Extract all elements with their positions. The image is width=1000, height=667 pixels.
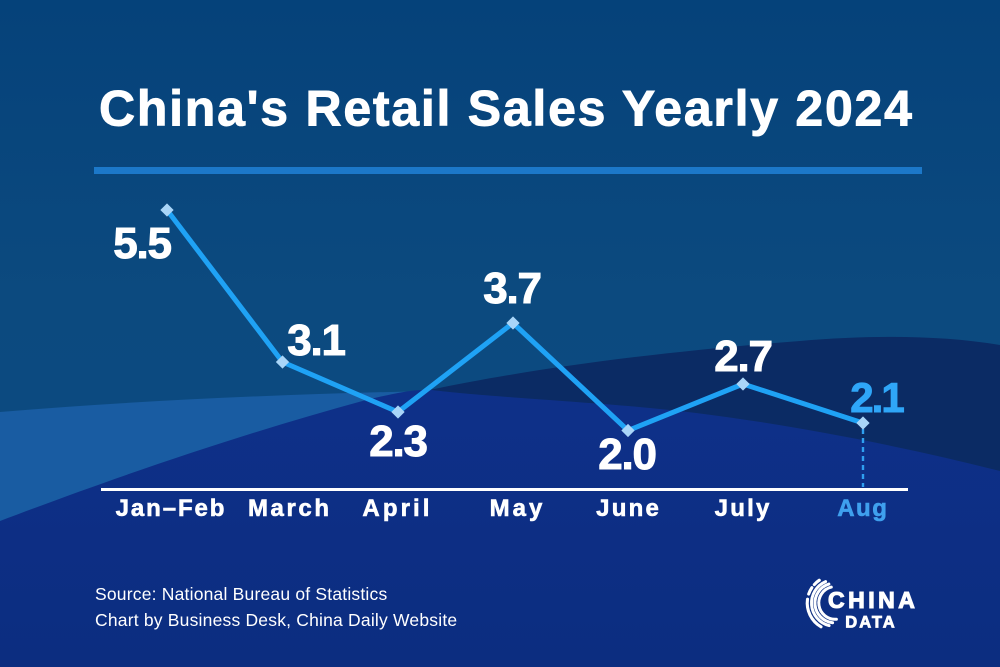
- svg-text:Source: National Bureau of Sta: Source: National Bureau of Statistics: [95, 584, 387, 604]
- svg-text:Aug: Aug: [837, 495, 888, 522]
- svg-text:2.1: 2.1: [850, 374, 904, 421]
- svg-text:June: June: [596, 495, 661, 522]
- svg-text:Chart by Business Desk, China: Chart by Business Desk, China Daily Webs…: [95, 610, 457, 630]
- svg-text:5.5: 5.5: [113, 219, 171, 268]
- svg-text:2.7: 2.7: [714, 332, 772, 381]
- svg-text:March: March: [248, 495, 332, 522]
- svg-text:May: May: [490, 495, 546, 522]
- svg-text:2.0: 2.0: [598, 430, 656, 479]
- svg-text:Jan–Feb: Jan–Feb: [116, 495, 227, 522]
- svg-text:China's Retail Sales Yearly 20: China's Retail Sales Yearly 2024: [99, 81, 914, 137]
- svg-text:April: April: [362, 495, 432, 522]
- svg-text:3.7: 3.7: [483, 264, 541, 313]
- svg-text:2.3: 2.3: [369, 417, 427, 466]
- svg-text:CHINA: CHINA: [828, 587, 918, 613]
- svg-text:3.1: 3.1: [287, 316, 345, 365]
- svg-text:July: July: [715, 495, 772, 522]
- svg-text:DATA: DATA: [845, 614, 896, 632]
